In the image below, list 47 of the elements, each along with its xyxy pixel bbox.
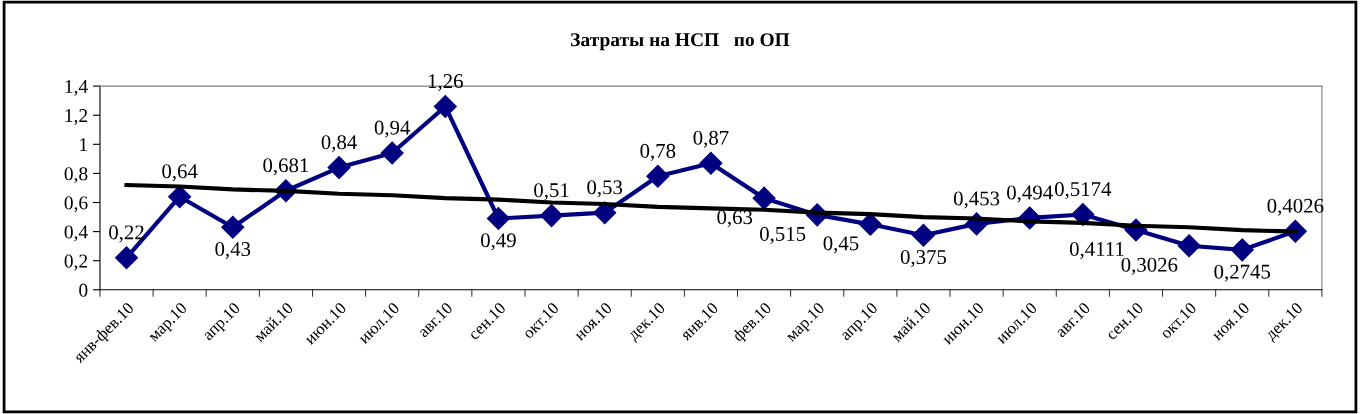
point bbox=[1177, 234, 1201, 258]
data-label: 0,94 bbox=[374, 120, 411, 138]
chart-title: Затраты на НСП по ОП bbox=[571, 33, 790, 51]
data-label: 0,515 bbox=[760, 226, 806, 244]
point bbox=[699, 151, 723, 175]
y-tick-label: 1,4 bbox=[65, 80, 88, 96]
data-label: 0,49 bbox=[480, 233, 516, 251]
point bbox=[1071, 203, 1095, 227]
data-label: 0,453 bbox=[953, 191, 1000, 209]
data-label: 0,4026 bbox=[1267, 198, 1324, 216]
point bbox=[380, 141, 404, 165]
data-label: 0,681 bbox=[263, 158, 309, 176]
data-label: 0,4111 bbox=[1069, 241, 1124, 260]
point bbox=[433, 94, 457, 118]
y-tick-label: 1 bbox=[80, 138, 87, 152]
data-label: 0,3026 bbox=[1121, 257, 1178, 275]
data-label: 0,53 bbox=[587, 180, 623, 198]
y-tick-label: 0,8 bbox=[64, 167, 88, 184]
data-label: 0,5174 bbox=[1054, 182, 1112, 200]
data-label: 0,78 bbox=[640, 143, 676, 161]
y-tick-label: 0,2 bbox=[64, 254, 88, 271]
point bbox=[752, 186, 776, 210]
point bbox=[168, 185, 192, 209]
data-label: 0,375 bbox=[900, 250, 947, 268]
y-tick-label: 1,2 bbox=[65, 109, 88, 125]
data-label: 0,22 bbox=[109, 225, 144, 243]
data-label: 1,26 bbox=[428, 74, 463, 92]
point bbox=[115, 246, 139, 270]
data-label: 0,494 bbox=[1007, 185, 1053, 203]
data-label: 0,87 bbox=[693, 130, 729, 148]
point bbox=[1230, 238, 1254, 262]
y-tick-label: 0 bbox=[79, 283, 88, 297]
data-label: 0,2745 bbox=[1214, 264, 1271, 282]
data-label: 0,84 bbox=[321, 135, 357, 153]
point bbox=[593, 201, 617, 225]
point bbox=[646, 164, 670, 188]
point bbox=[327, 156, 351, 180]
data-label: 0,45 bbox=[823, 236, 859, 254]
data-label: 0,51 bbox=[534, 183, 569, 201]
y-tick-label: 0,4 bbox=[64, 225, 88, 242]
point bbox=[911, 223, 935, 247]
point bbox=[221, 215, 245, 239]
data-label: 0,43 bbox=[215, 242, 251, 260]
point bbox=[486, 207, 510, 231]
y-tick-label: 0,6 bbox=[64, 196, 88, 213]
point bbox=[540, 204, 564, 228]
data-label: 0,64 bbox=[162, 164, 198, 182]
